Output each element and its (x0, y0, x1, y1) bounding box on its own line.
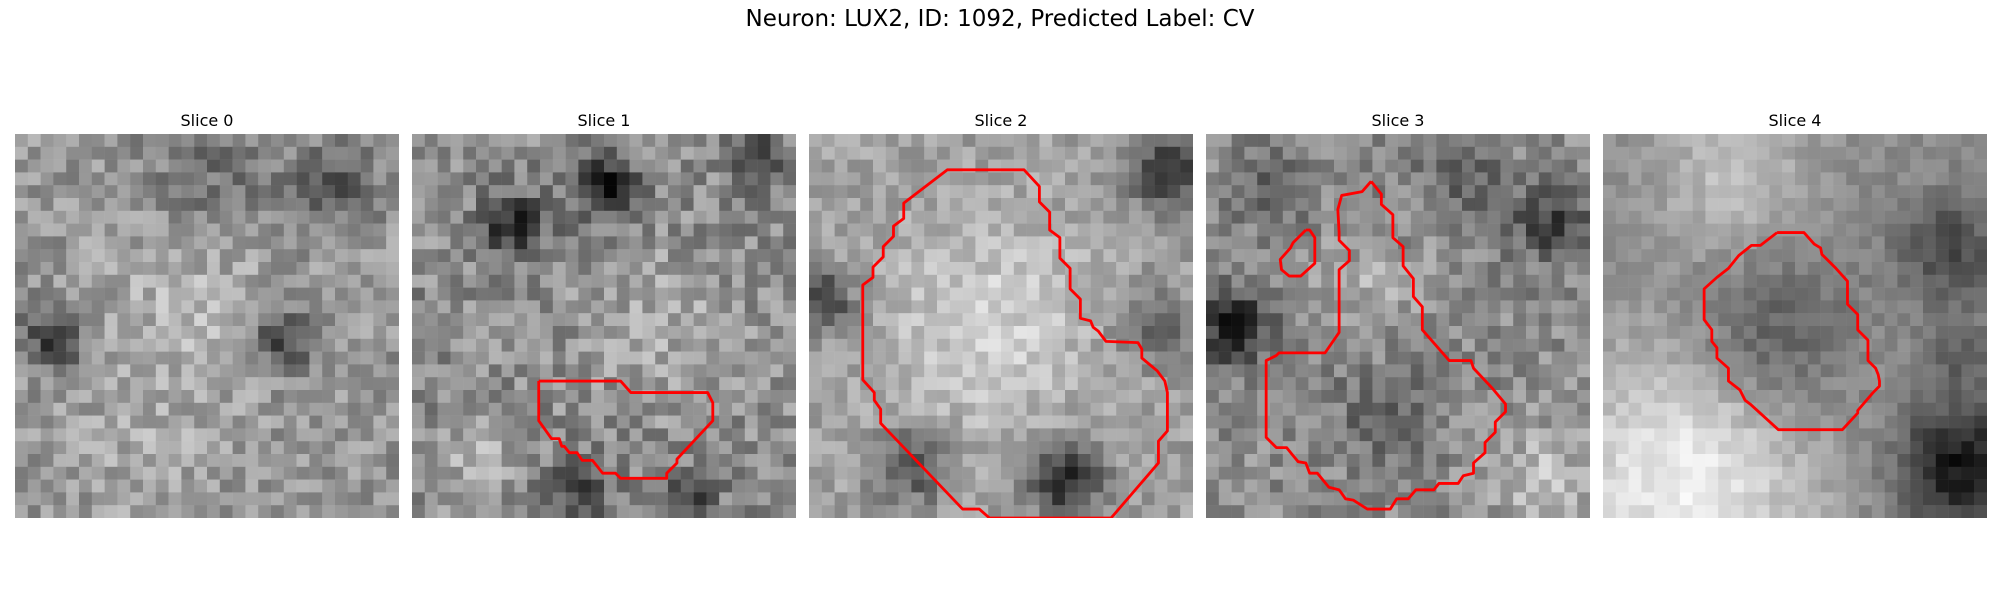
panel-title: Slice 3 (1371, 111, 1425, 130)
panel-title: Slice 1 (577, 111, 631, 130)
slice-panel-1: Slice 1 (412, 108, 796, 518)
slice-image (15, 134, 399, 518)
figure-title: Neuron: LUX2, ID: 1092, Predicted Label:… (745, 6, 1255, 32)
slice-panel-0: Slice 0 (15, 108, 399, 518)
slice-image (1603, 134, 1987, 518)
panel-title: Slice 2 (974, 111, 1028, 130)
segmentation-contour (861, 168, 1169, 518)
slice-image (809, 134, 1193, 518)
slice-image (412, 134, 796, 518)
slice-panel-2: Slice 2 (809, 108, 1193, 518)
slice-panel-3: Slice 3 (1206, 108, 1590, 518)
panel-title: Slice 0 (180, 111, 234, 130)
segmentation-contour (537, 379, 715, 480)
segmentation-contour (1264, 180, 1507, 511)
pixel-grid (1603, 134, 1987, 518)
slice-image (1206, 134, 1590, 518)
panel-title: Slice 4 (1768, 111, 1822, 130)
segmentation-contour (1702, 231, 1881, 432)
pixel-grid (809, 134, 1193, 518)
pixel-grid (412, 134, 796, 518)
slice-panel-4: Slice 4 (1603, 108, 1987, 518)
segmentation-contour (1278, 228, 1317, 278)
pixel-grid (15, 134, 399, 518)
pixel-grid (1206, 134, 1590, 518)
